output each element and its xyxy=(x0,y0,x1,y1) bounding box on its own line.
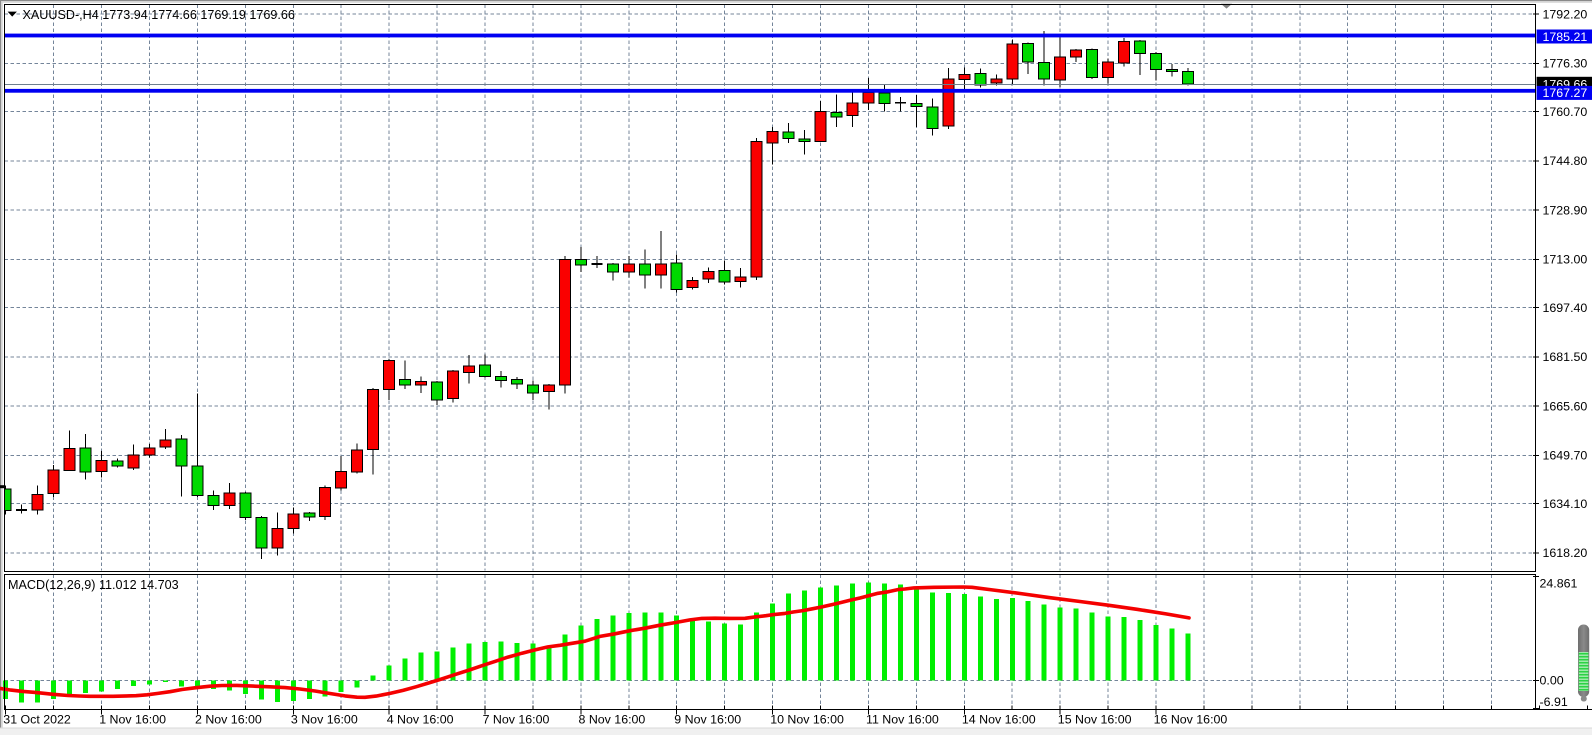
svg-text:1618.20: 1618.20 xyxy=(1543,546,1588,560)
svg-text:15 Nov 16:00: 15 Nov 16:00 xyxy=(1058,713,1132,727)
svg-text:1792.20: 1792.20 xyxy=(1543,8,1588,22)
svg-text:10 Nov 16:00: 10 Nov 16:00 xyxy=(770,713,844,727)
svg-text:MACD(12,26,9) 11.012 14.703: MACD(12,26,9) 11.012 14.703 xyxy=(8,578,179,592)
svg-text:1769.66: 1769.66 xyxy=(1543,77,1588,91)
svg-text:-6.91: -6.91 xyxy=(1540,695,1568,709)
svg-text:1 Nov 16:00: 1 Nov 16:00 xyxy=(99,713,166,727)
svg-text:1744.80: 1744.80 xyxy=(1543,154,1588,168)
svg-text:3 Nov 16:00: 3 Nov 16:00 xyxy=(291,713,358,727)
svg-text:24.861: 24.861 xyxy=(1540,577,1578,591)
svg-text:1785.21: 1785.21 xyxy=(1543,30,1588,44)
svg-text:1681.50: 1681.50 xyxy=(1543,350,1588,364)
svg-text:1728.90: 1728.90 xyxy=(1543,203,1588,217)
svg-text:XAUUSD-,H4 1773.94 1774.66 17: XAUUSD-,H4 1773.94 1774.66 1769.19 1769.… xyxy=(23,8,295,22)
svg-text:1760.70: 1760.70 xyxy=(1543,105,1588,119)
svg-text:1776.30: 1776.30 xyxy=(1543,57,1588,71)
svg-text:1697.40: 1697.40 xyxy=(1543,301,1588,315)
svg-text:1665.60: 1665.60 xyxy=(1543,399,1588,413)
svg-text:7 Nov 16:00: 7 Nov 16:00 xyxy=(483,713,550,727)
svg-text:8 Nov 16:00: 8 Nov 16:00 xyxy=(579,713,646,727)
svg-text:16 Nov 16:00: 16 Nov 16:00 xyxy=(1154,713,1228,727)
svg-text:1634.10: 1634.10 xyxy=(1543,497,1588,511)
svg-text:9 Nov 16:00: 9 Nov 16:00 xyxy=(674,713,741,727)
svg-text:1713.00: 1713.00 xyxy=(1543,253,1588,267)
svg-text:31 Oct 2022: 31 Oct 2022 xyxy=(3,713,71,727)
svg-text:0.00: 0.00 xyxy=(1540,674,1564,688)
svg-text:1649.70: 1649.70 xyxy=(1543,449,1588,463)
svg-text:11 Nov 16:00: 11 Nov 16:00 xyxy=(866,713,939,727)
svg-text:2 Nov 16:00: 2 Nov 16:00 xyxy=(195,713,262,727)
svg-text:1767.27: 1767.27 xyxy=(1543,86,1588,100)
svg-text:4 Nov 16:00: 4 Nov 16:00 xyxy=(387,713,454,727)
svg-text:14 Nov 16:00: 14 Nov 16:00 xyxy=(962,713,1036,727)
